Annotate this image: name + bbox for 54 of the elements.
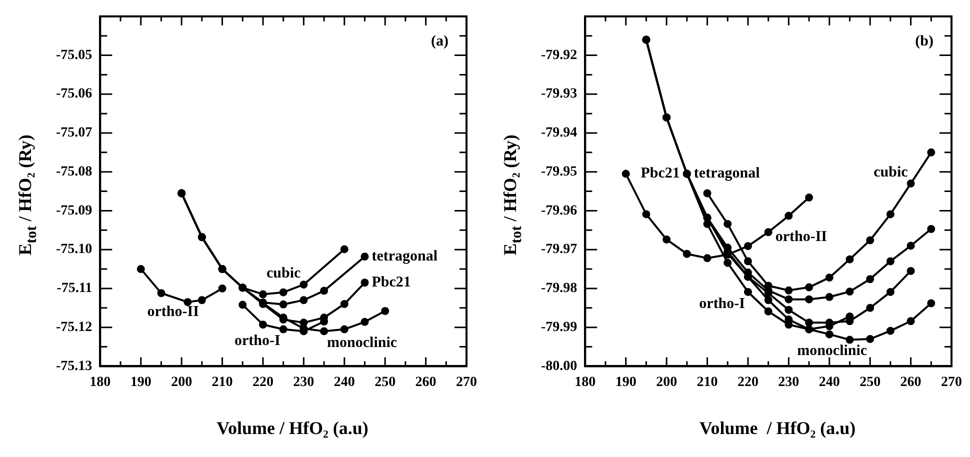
y-tick-label: -75.13 [56,358,92,374]
x-tick-label: 200 [656,375,678,390]
x-tick-label: 180 [90,375,111,390]
series-label: tetragonal [694,166,760,182]
series-label: monoclinic [797,342,868,359]
x-tick-label: 190 [615,375,636,390]
series-label: ortho-II [147,304,200,320]
y-tick-label: -79.98 [540,281,578,296]
y-tick-label: -75.05 [56,48,92,63]
series-label: ortho-I [699,296,746,312]
x-tick-label: 210 [696,375,718,390]
y-tick-label: -79.92 [540,48,578,63]
x-tick-label: 180 [574,375,596,390]
annotation: (a) [431,33,448,50]
x-tick-label: 190 [130,375,152,390]
y-tick-label: -79.97 [540,242,578,258]
x-tick-label: 220 [252,375,274,390]
y-tick-label: -75.08 [56,164,92,180]
annotation: (b) [915,33,934,50]
x-tick-label: 270 [941,375,962,390]
x-tick-label: 200 [171,375,192,390]
y-tick-label: -75.06 [56,86,92,102]
series-label: monoclinic [327,335,398,352]
y-tick-label: -79.96 [540,203,578,218]
y-tick-label: -75.10 [56,242,92,258]
series-label: Pbc21 [640,166,680,182]
x-tick-label: 230 [293,375,314,390]
x-tick-label: 270 [456,375,477,390]
x-tick-label: 230 [778,375,800,390]
legend-label: cubic [874,164,908,180]
x-tick-label: 250 [860,375,881,390]
series-label: ortho-II [775,228,828,245]
y-tick-label: -79.93 [540,86,578,102]
y-tick-label: -79.94 [540,126,578,141]
series-label: Pbc21 [372,274,411,291]
y-tick-label: -75.12 [56,320,92,335]
y-tick-label: -75.11 [56,281,92,296]
x-tick-label: 260 [900,375,922,390]
x-axis-title: Volume / HfO₂ (a.u) [216,418,370,439]
x-tick-label: 240 [818,375,840,390]
x-tick-label: 250 [374,375,396,390]
y-tick-label: -80.00 [540,358,578,374]
series-label: cubic [266,265,302,282]
x-tick-label: 240 [334,375,355,390]
x-tick-label: 260 [415,375,436,390]
y-tick-label: -75.07 [56,126,92,141]
x-tick-label: 210 [212,375,233,390]
y-tick-label: -79.95 [540,164,578,180]
legend-label: tetragonal [372,248,438,264]
x-axis-title: Volume / HfO₂ (a.u) [698,418,857,439]
y-tick-label: -79.99 [540,320,578,335]
x-tick-label: 220 [737,375,758,390]
y-tick-label: -75.09 [56,203,92,218]
series-label: ortho-I [234,333,280,350]
